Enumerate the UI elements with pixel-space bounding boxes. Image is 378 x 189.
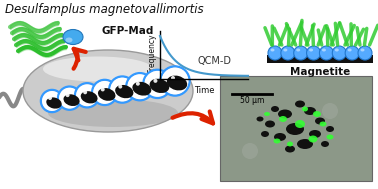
Ellipse shape <box>295 120 305 128</box>
Ellipse shape <box>23 50 193 132</box>
Ellipse shape <box>326 126 334 132</box>
Ellipse shape <box>265 121 275 128</box>
Circle shape <box>281 46 295 60</box>
Ellipse shape <box>43 57 153 81</box>
Ellipse shape <box>286 123 304 135</box>
Circle shape <box>161 67 189 94</box>
Ellipse shape <box>46 97 62 109</box>
Ellipse shape <box>335 49 339 51</box>
Ellipse shape <box>65 37 73 43</box>
Ellipse shape <box>348 49 352 51</box>
Ellipse shape <box>132 82 151 96</box>
Ellipse shape <box>284 49 287 51</box>
Ellipse shape <box>296 49 300 51</box>
Text: GFP-Mad: GFP-Mad <box>102 26 154 36</box>
Circle shape <box>332 46 346 60</box>
Text: Time: Time <box>194 86 214 95</box>
Text: Frequency: Frequency <box>147 33 156 73</box>
Text: 50 μm: 50 μm <box>240 96 264 105</box>
Ellipse shape <box>48 99 178 127</box>
Ellipse shape <box>295 101 305 108</box>
Ellipse shape <box>321 141 329 147</box>
Circle shape <box>171 76 175 80</box>
Ellipse shape <box>322 49 326 51</box>
Ellipse shape <box>327 135 333 139</box>
Circle shape <box>59 88 80 109</box>
Bar <box>267 55 373 63</box>
Circle shape <box>242 143 258 159</box>
Ellipse shape <box>279 116 287 122</box>
Circle shape <box>93 81 116 104</box>
Circle shape <box>294 46 308 60</box>
Circle shape <box>319 46 333 60</box>
Ellipse shape <box>315 118 325 125</box>
Ellipse shape <box>274 139 280 143</box>
Ellipse shape <box>167 76 187 90</box>
Circle shape <box>65 93 70 97</box>
Circle shape <box>42 91 62 111</box>
Ellipse shape <box>308 136 318 143</box>
Ellipse shape <box>150 79 169 93</box>
Circle shape <box>110 77 134 101</box>
Ellipse shape <box>319 122 327 126</box>
Ellipse shape <box>81 91 98 103</box>
Circle shape <box>83 90 87 94</box>
Circle shape <box>118 84 122 89</box>
Ellipse shape <box>297 139 313 149</box>
Ellipse shape <box>304 107 316 115</box>
Circle shape <box>144 71 170 97</box>
Circle shape <box>322 103 338 119</box>
Circle shape <box>345 46 359 60</box>
Text: QCM-D: QCM-D <box>197 56 231 66</box>
Circle shape <box>136 82 140 86</box>
Bar <box>220 76 372 181</box>
Circle shape <box>268 46 282 60</box>
Ellipse shape <box>309 130 321 138</box>
Text: Magnetite: Magnetite <box>290 67 350 77</box>
Ellipse shape <box>271 49 274 51</box>
Ellipse shape <box>287 142 293 146</box>
Ellipse shape <box>64 94 80 106</box>
Circle shape <box>307 46 321 60</box>
Ellipse shape <box>309 49 313 51</box>
Ellipse shape <box>271 106 279 112</box>
Circle shape <box>358 46 372 60</box>
Ellipse shape <box>302 106 308 112</box>
Ellipse shape <box>313 111 321 117</box>
Ellipse shape <box>274 133 286 141</box>
Circle shape <box>153 79 157 83</box>
Ellipse shape <box>63 29 83 44</box>
Circle shape <box>127 74 152 99</box>
Circle shape <box>101 88 105 91</box>
Text: Desulfamplus magnetovallimortis: Desulfamplus magnetovallimortis <box>5 3 204 16</box>
Circle shape <box>76 84 98 106</box>
Ellipse shape <box>115 85 133 98</box>
Ellipse shape <box>361 49 364 51</box>
Ellipse shape <box>264 112 270 116</box>
Ellipse shape <box>278 109 292 119</box>
Ellipse shape <box>285 146 295 153</box>
Ellipse shape <box>261 131 269 137</box>
Ellipse shape <box>98 88 116 101</box>
Ellipse shape <box>257 116 263 122</box>
Circle shape <box>48 96 52 100</box>
